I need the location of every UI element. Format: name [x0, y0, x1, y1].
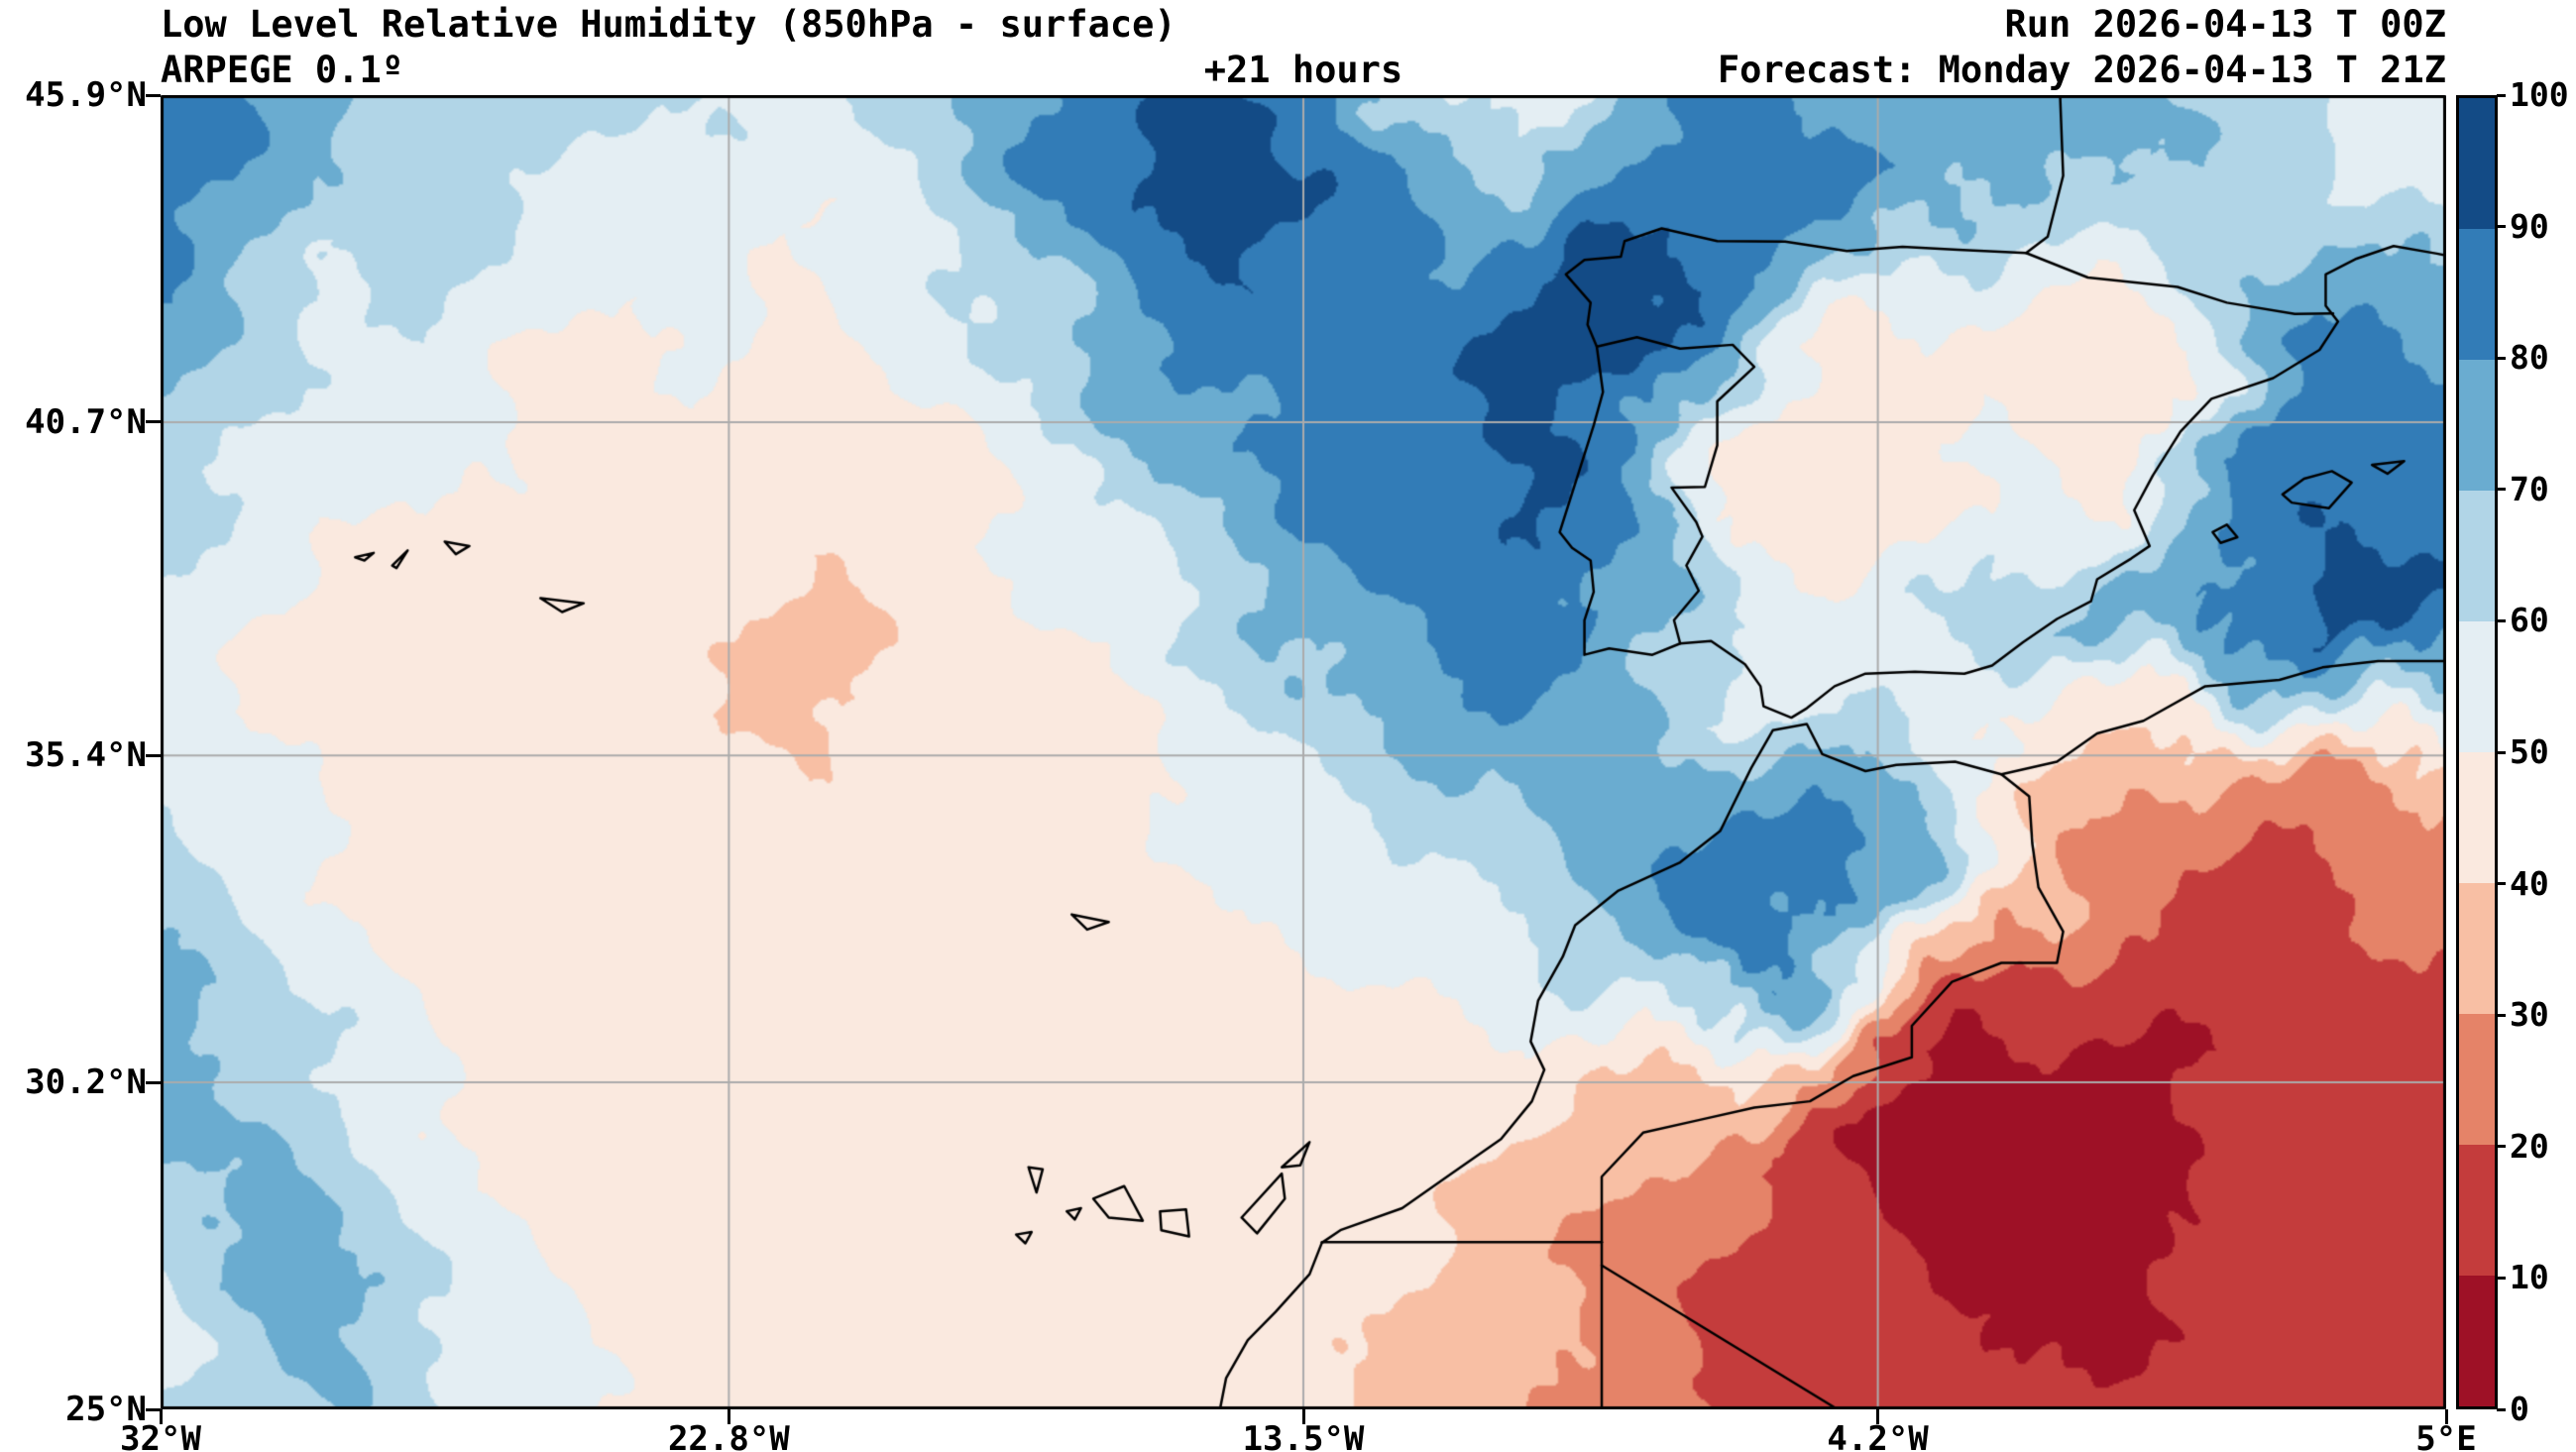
colorbar-tick-mark	[2497, 93, 2506, 97]
humidity-map-canvas	[161, 95, 2446, 1409]
y-axis-tick-label: 30.2°N	[25, 1062, 147, 1103]
x-axis-tick-label: 32°W	[120, 1419, 201, 1452]
colorbar-tick-label: 100	[2510, 75, 2569, 114]
colorbar-tick-label: 10	[2510, 1258, 2549, 1297]
colorbar-tick-label: 40	[2510, 863, 2549, 903]
colorbar-segment	[2459, 98, 2495, 229]
y-axis-tick-mark	[146, 1080, 161, 1084]
run-label: Run 2026-04-13 T 00Z	[2004, 3, 2446, 46]
y-axis-tick-label: 40.7°N	[25, 401, 147, 442]
model-label: ARPEGE 0.1º	[161, 49, 404, 91]
colorbar-tick-mark	[2497, 1145, 2506, 1149]
x-axis-tick-mark	[159, 1409, 163, 1424]
colorbar	[2456, 95, 2498, 1409]
x-axis-tick-label: 4.2°W	[1827, 1419, 1929, 1452]
colorbar-tick-label: 50	[2510, 732, 2549, 771]
y-axis-tick-label: 25°N	[65, 1390, 147, 1429]
x-axis-tick-mark	[2444, 1409, 2448, 1424]
colorbar-segment	[2459, 883, 2495, 1014]
colorbar-tick-mark	[2497, 1013, 2506, 1017]
x-axis-tick-mark	[727, 1409, 730, 1424]
y-axis-tick-mark	[146, 93, 161, 97]
colorbar-tick-mark	[2497, 882, 2506, 886]
y-axis-tick-mark	[146, 420, 161, 424]
forecast-label: Forecast: Monday 2026-04-13 T 21Z	[1717, 49, 2446, 91]
y-axis-tick-mark	[146, 1407, 161, 1411]
colorbar-tick-label: 0	[2510, 1390, 2529, 1428]
colorbar-tick-label: 30	[2510, 995, 2549, 1035]
colorbar-tick-mark	[2497, 1407, 2506, 1411]
y-axis-tick-label: 35.4°N	[25, 735, 147, 776]
x-axis-tick-mark	[1876, 1409, 1880, 1424]
y-axis-tick-mark	[146, 753, 161, 757]
colorbar-tick-mark	[2497, 488, 2506, 492]
colorbar-tick-label: 70	[2510, 469, 2549, 508]
colorbar-tick-label: 80	[2510, 338, 2549, 378]
colorbar-segment	[2459, 229, 2495, 360]
colorbar-tick-mark	[2497, 356, 2506, 360]
colorbar-segment	[2459, 1145, 2495, 1276]
colorbar-tick-label: 20	[2510, 1126, 2549, 1166]
colorbar-tick-label: 90	[2510, 206, 2549, 246]
colorbar-segment	[2459, 752, 2495, 883]
colorbar-segment	[2459, 360, 2495, 491]
y-axis-tick-label: 45.9°N	[25, 75, 147, 115]
colorbar-segment	[2459, 491, 2495, 621]
colorbar-segment	[2459, 1276, 2495, 1406]
colorbar-tick-mark	[2497, 1276, 2506, 1280]
colorbar-tick-mark	[2497, 750, 2506, 754]
colorbar-tick-mark	[2497, 618, 2506, 622]
x-axis-tick-label: 13.5°W	[1242, 1419, 1365, 1452]
colorbar-segment	[2459, 1014, 2495, 1145]
x-axis-tick-label: 22.8°W	[667, 1419, 790, 1452]
colorbar-segment	[2459, 621, 2495, 752]
x-axis-tick-label: 5°E	[2415, 1419, 2477, 1452]
colorbar-tick-label: 60	[2510, 601, 2549, 640]
chart-title: Low Level Relative Humidity (850hPa - su…	[161, 3, 1176, 46]
colorbar-tick-mark	[2497, 225, 2506, 229]
x-axis-tick-mark	[1301, 1409, 1305, 1424]
